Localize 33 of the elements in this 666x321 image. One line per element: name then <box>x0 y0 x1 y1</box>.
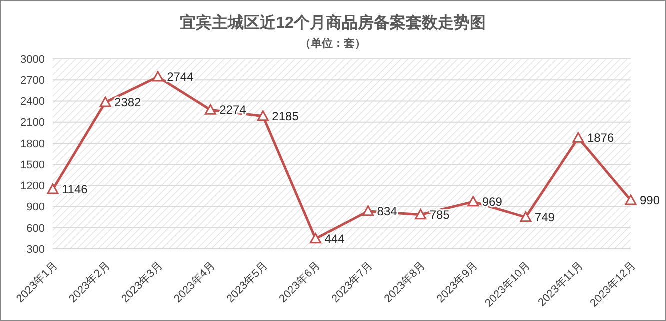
y-tick-label: 1800 <box>20 138 45 150</box>
data-label: 2744 <box>167 70 194 84</box>
point <box>520 212 532 222</box>
y-tick-label: 2100 <box>20 117 45 130</box>
y-tick-label: 2400 <box>20 96 45 108</box>
point <box>100 96 112 108</box>
point <box>625 194 637 206</box>
chart-subtitle: （单位：套） <box>299 36 367 51</box>
point <box>257 110 269 122</box>
y-tick-label: 300 <box>26 244 45 256</box>
data-label: 444 <box>324 232 346 246</box>
y-tick-label: 1200 <box>20 180 45 193</box>
y-tick-label: 900 <box>26 202 45 214</box>
chart-title: 宜宾主城区近12个月商品房备案套数走势图 <box>179 13 487 34</box>
data-label: 1876 <box>587 131 614 146</box>
y-tick-label: 1500 <box>20 159 45 172</box>
point <box>362 206 374 216</box>
data-label: 785 <box>430 208 450 222</box>
point <box>415 209 427 220</box>
point <box>204 104 216 115</box>
y-tick-label: 600 <box>26 222 45 235</box>
point <box>152 71 164 82</box>
y-tick-label: 2700 <box>20 75 45 88</box>
data-label: 990 <box>640 193 660 208</box>
point <box>310 233 322 244</box>
point <box>572 132 584 143</box>
data-label: 2382 <box>114 95 142 110</box>
data-label: 2185 <box>272 109 300 124</box>
y-tick-label: 3000 <box>20 54 45 66</box>
data-label: 1146 <box>62 182 88 196</box>
point <box>468 196 480 207</box>
data-label: 749 <box>534 210 556 224</box>
data-label: 969 <box>482 194 503 209</box>
